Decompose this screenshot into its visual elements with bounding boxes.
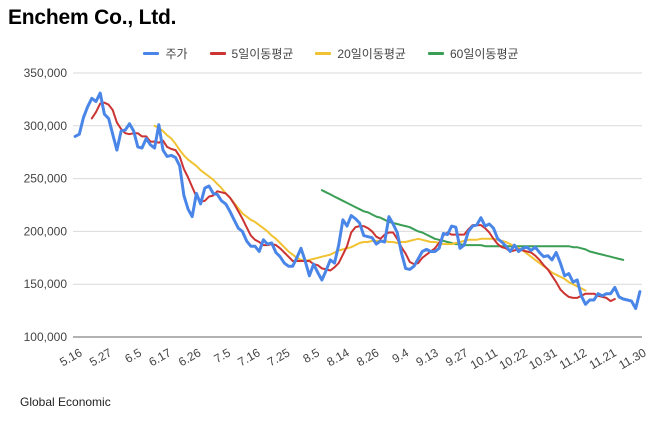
- x-tick-label: 5.27: [87, 345, 115, 369]
- x-tick-label: 5.16: [57, 345, 85, 369]
- x-tick-label: 10.31: [526, 345, 559, 372]
- y-tick-label: 300,000: [24, 119, 68, 133]
- x-tick-label: 10.22: [497, 345, 530, 372]
- x-tick-label: 7.16: [235, 345, 263, 369]
- series-line-1: [73, 91, 642, 310]
- x-tick-label: 6.26: [176, 345, 204, 369]
- legend-item: 5일이동평균: [209, 44, 294, 62]
- series-line-3: [153, 124, 587, 292]
- x-tick-label: 9.13: [413, 345, 441, 369]
- y-tick-label: 150,000: [24, 277, 68, 291]
- legend-swatch: [209, 51, 226, 55]
- legend-swatch: [143, 51, 160, 55]
- x-tick-label: 10.11: [468, 345, 501, 372]
- legend-swatch: [427, 51, 444, 55]
- legend-item: 주가: [143, 44, 188, 62]
- x-tick-label: 8.14: [324, 345, 352, 369]
- chart-title: Enchem Co., Ltd.: [8, 6, 177, 29]
- series-line-4: [320, 189, 625, 261]
- x-tick-label: 7.25: [265, 345, 293, 369]
- legend-label: 60일이동평균: [449, 46, 519, 61]
- source-label: Global Economic: [20, 395, 111, 409]
- x-tick-label: 7.5: [211, 345, 233, 366]
- x-tick-label: 6.5: [122, 345, 144, 366]
- legend-swatch: [315, 51, 332, 55]
- y-tick-label: 250,000: [24, 172, 68, 186]
- x-tick-label: 11.12: [557, 345, 590, 372]
- x-tick-label: 9.27: [443, 345, 471, 369]
- y-tick-label: 200,000: [24, 224, 68, 238]
- legend-item: 20일이동평균: [315, 44, 406, 62]
- series-line-2: [90, 101, 616, 303]
- x-tick-label: 8.26: [354, 345, 382, 369]
- x-tick-label: 6.17: [146, 345, 174, 369]
- legend-label: 20일이동평균: [337, 46, 406, 61]
- legend-item: 60일이동평균: [427, 44, 519, 62]
- x-tick-label: 8.5: [301, 345, 323, 366]
- x-tick-label: 11.21: [587, 345, 620, 372]
- x-tick-label: 9.4: [390, 345, 412, 366]
- y-tick-label: 350,000: [24, 66, 68, 80]
- legend-label: 5일이동평균: [231, 46, 294, 61]
- chart-legend: 주가 5일이동평균 20일이동평균 60일이동평균: [0, 44, 662, 62]
- y-tick-label: 100,000: [24, 330, 68, 344]
- line-chart: 100,000 150,000 200,000 250,000 300,000 350,0…: [24, 66, 649, 373]
- legend-label: 주가: [165, 46, 188, 61]
- x-tick-label: 11.30: [616, 345, 649, 372]
